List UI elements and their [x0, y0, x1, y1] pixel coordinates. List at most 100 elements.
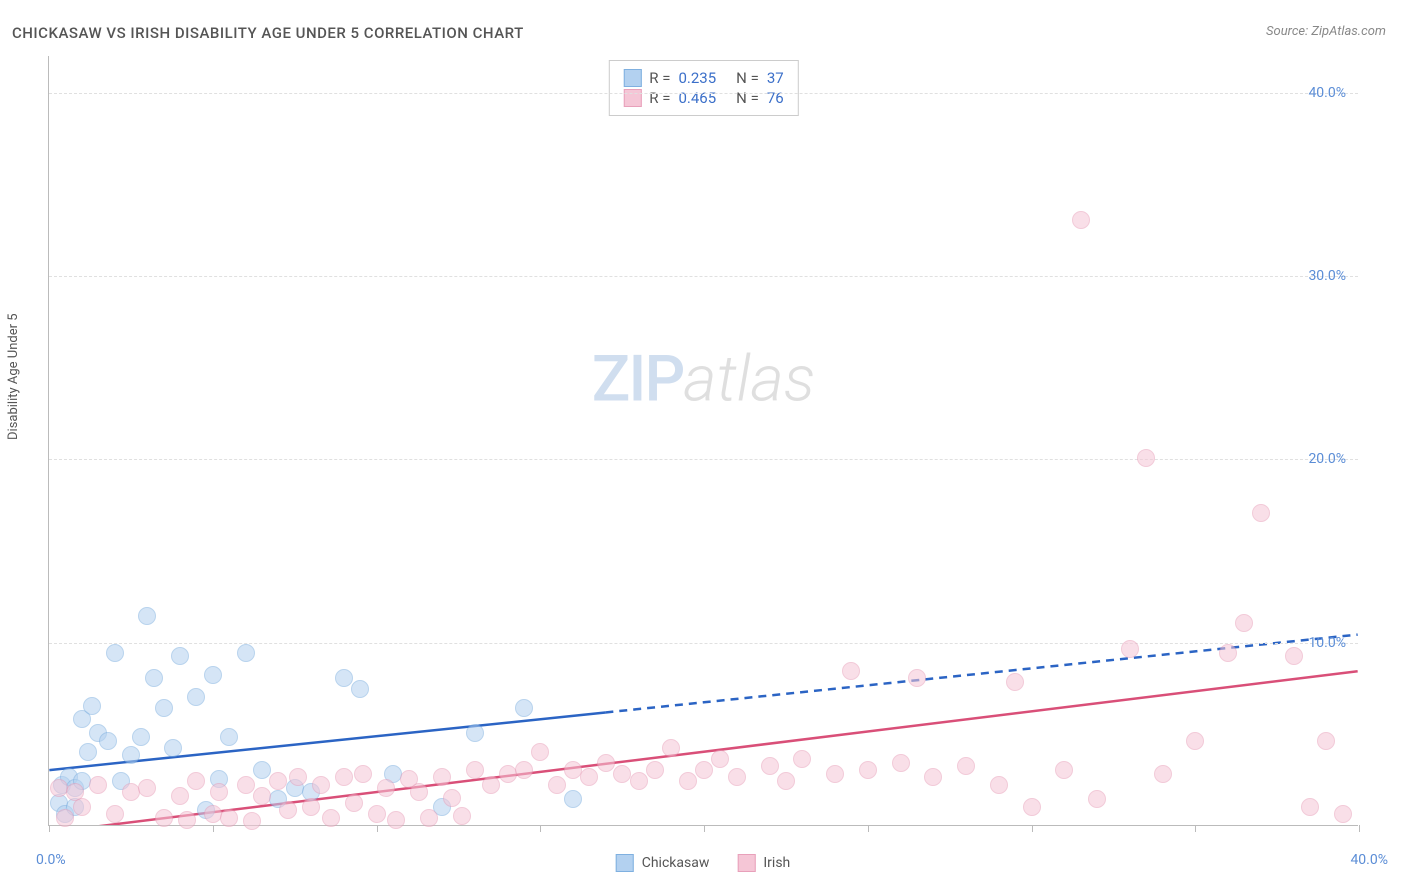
data-point [253, 787, 271, 805]
data-point [155, 699, 173, 717]
trend-line [49, 671, 1357, 825]
data-point [515, 761, 533, 779]
data-point [761, 757, 779, 775]
data-point [597, 754, 615, 772]
data-point [466, 724, 484, 742]
data-point [99, 732, 117, 750]
data-point [1301, 798, 1319, 816]
data-point [164, 739, 182, 757]
data-point [302, 798, 320, 816]
data-point [482, 776, 500, 794]
data-point [50, 779, 68, 797]
data-point [957, 757, 975, 775]
legend-label: Irish [763, 855, 790, 871]
data-point [646, 761, 664, 779]
data-point [1055, 761, 1073, 779]
x-tick [213, 825, 214, 832]
x-tick [704, 825, 705, 832]
correlation-chart: CHICKASAW VS IRISH DISABILITY AGE UNDER … [0, 0, 1406, 892]
y-tick-label: 30.0% [1308, 268, 1346, 284]
data-point [171, 787, 189, 805]
x-tick [1032, 825, 1033, 832]
data-point [106, 644, 124, 662]
n-label: N = [736, 69, 759, 87]
legend-swatch [616, 854, 634, 872]
data-point [630, 772, 648, 790]
data-point [56, 809, 74, 827]
data-point [132, 728, 150, 746]
data-point [377, 779, 395, 797]
data-point [826, 765, 844, 783]
x-axis-max-label: 40.0% [1350, 852, 1388, 868]
data-point [892, 754, 910, 772]
data-point [1317, 732, 1335, 750]
stats-row-chickasaw: R = 0.235 N = 37 [623, 69, 783, 87]
data-point [138, 779, 156, 797]
chickasaw-r-value: 0.235 [678, 69, 716, 87]
data-point [1072, 211, 1090, 229]
data-point [1154, 765, 1172, 783]
source-attribution[interactable]: Source: ZipAtlas.com [1266, 24, 1386, 39]
data-point [237, 644, 255, 662]
y-tick-label: 40.0% [1308, 85, 1346, 101]
watermark-zip: ZIP [592, 341, 684, 416]
data-point [679, 772, 697, 790]
data-point [122, 783, 140, 801]
chickasaw-swatch [623, 69, 641, 87]
data-point [171, 647, 189, 665]
y-tick-label: 20.0% [1308, 451, 1346, 467]
legend-item: Irish [737, 854, 790, 872]
gridline [49, 93, 1358, 94]
data-point [312, 776, 330, 794]
x-tick [868, 825, 869, 832]
data-point [859, 761, 877, 779]
x-tick [1195, 825, 1196, 832]
trend-line-dashed [605, 635, 1357, 713]
data-point [279, 801, 297, 819]
data-point [289, 768, 307, 786]
data-point [351, 680, 369, 698]
data-point [1186, 732, 1204, 750]
data-point [793, 750, 811, 768]
correlation-stats-box: R = 0.235 N = 37 R = 0.465 N = 76 [608, 60, 798, 116]
data-point [924, 768, 942, 786]
y-tick-label: 10.0% [1308, 635, 1346, 651]
chart-title: CHICKASAW VS IRISH DISABILITY AGE UNDER … [12, 24, 524, 42]
plot-area: ZIPatlas R = 0.235 N = 37 R = 0.465 N = … [48, 56, 1358, 826]
data-point [613, 765, 631, 783]
gridline [49, 459, 1358, 460]
data-point [322, 809, 340, 827]
data-point [990, 776, 1008, 794]
data-point [220, 809, 238, 827]
data-point [1219, 644, 1237, 662]
data-point [662, 739, 680, 757]
data-point [1088, 790, 1106, 808]
data-point [453, 807, 471, 825]
data-point [580, 768, 598, 786]
chickasaw-n-value: 37 [767, 69, 784, 87]
data-point [243, 812, 261, 830]
data-point [155, 809, 173, 827]
data-point [466, 761, 484, 779]
data-point [79, 743, 97, 761]
data-point [178, 811, 196, 829]
data-point [138, 607, 156, 625]
data-point [387, 811, 405, 829]
data-point [1235, 614, 1253, 632]
data-point [410, 783, 428, 801]
data-point [1334, 805, 1352, 823]
data-point [345, 794, 363, 812]
data-point [1285, 647, 1303, 665]
watermark-atlas: atlas [683, 341, 815, 416]
r-label: R = [649, 69, 670, 87]
data-point [420, 809, 438, 827]
data-point [145, 669, 163, 687]
x-tick [540, 825, 541, 832]
data-point [89, 776, 107, 794]
data-point [204, 805, 222, 823]
x-axis-min-label: 0.0% [36, 852, 66, 868]
data-point [443, 789, 461, 807]
zipatlas-watermark: ZIPatlas [592, 341, 816, 416]
data-point [187, 688, 205, 706]
y-axis-label: Disability Age Under 5 [6, 313, 21, 440]
